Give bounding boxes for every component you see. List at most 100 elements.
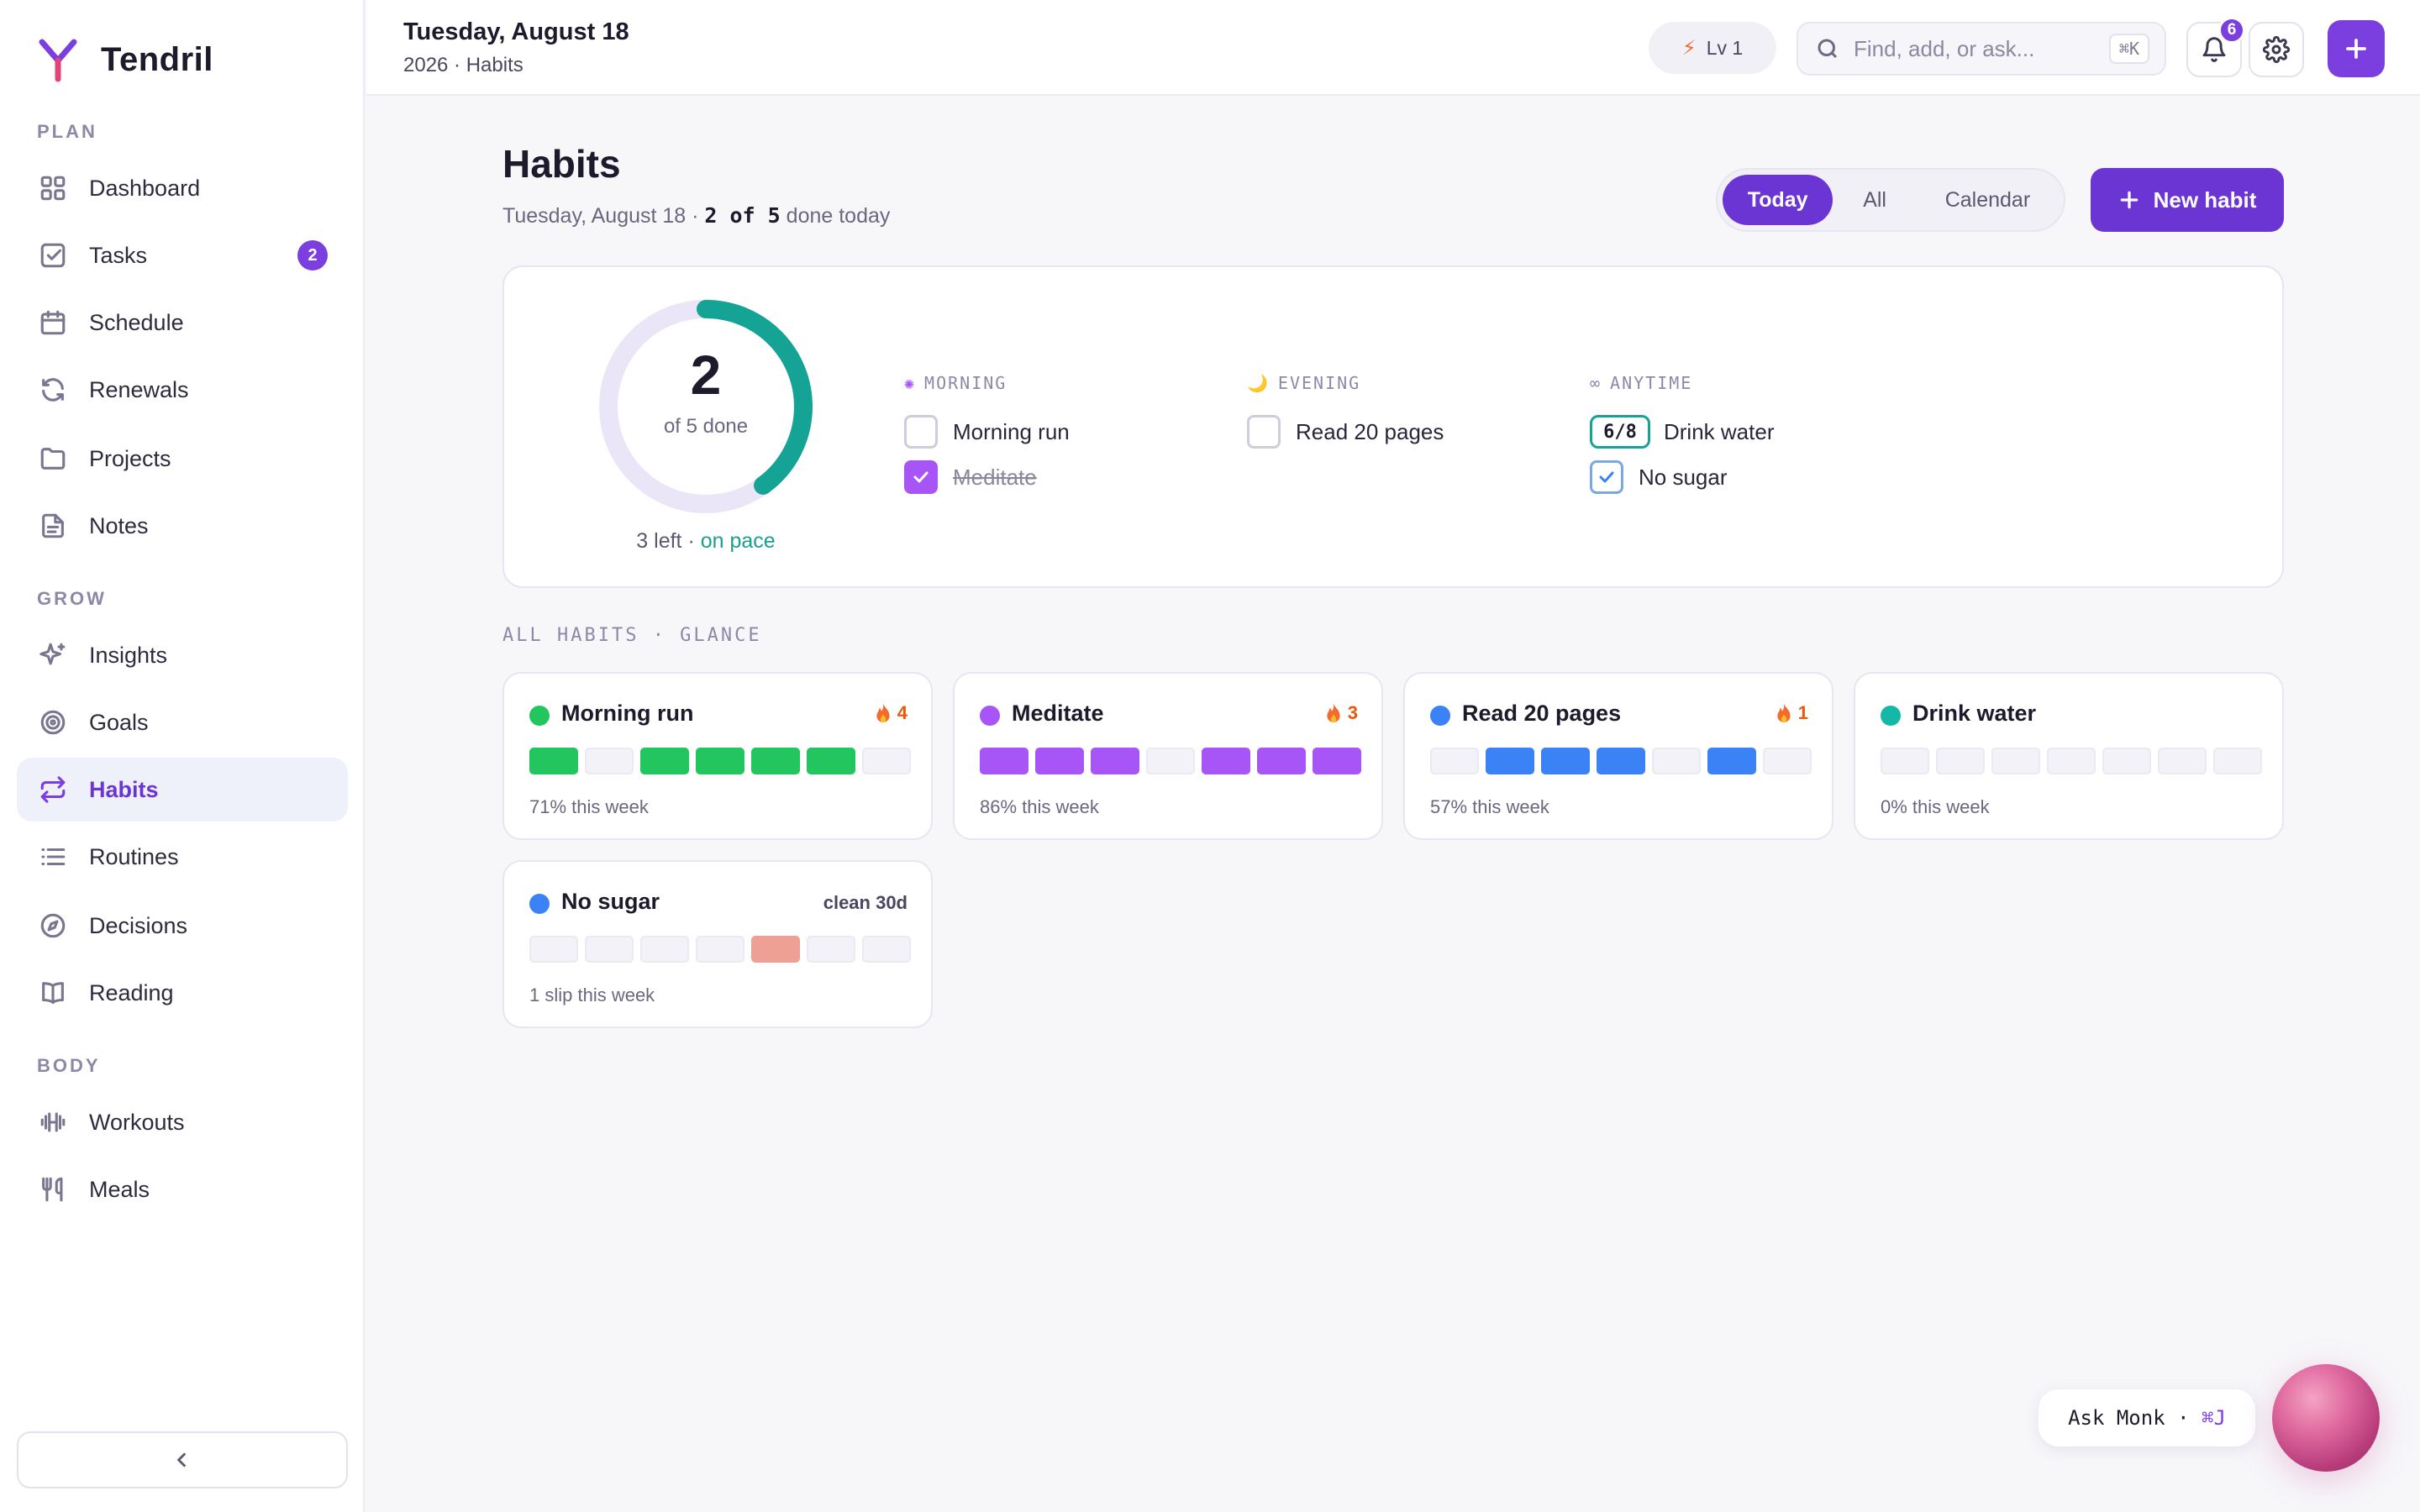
habit-card-morning-run[interactable]: Morning run 4 71% this week <box>502 672 933 840</box>
habit-color-dot <box>529 894 550 914</box>
ask-monk-button[interactable]: Ask Monk · ⌘J <box>2039 1389 2255 1446</box>
flame-icon <box>1327 703 1340 722</box>
quick-add-button[interactable] <box>2328 20 2385 77</box>
habit-name: Morning run <box>953 418 1070 444</box>
group-header: 🌙 EVENING <box>1247 371 1444 395</box>
sidebar-item-insights[interactable]: Insights <box>17 623 348 687</box>
habit-card-title: Read 20 pages <box>1462 701 1622 726</box>
sidebar-item-habits[interactable]: Habits <box>17 758 348 822</box>
sidebar-item-notes[interactable]: Notes <box>17 494 348 558</box>
day-cell <box>862 748 911 774</box>
habit-checkbox[interactable] <box>904 415 938 449</box>
tab-calendar[interactable]: Calendar <box>1944 187 2031 212</box>
day-cell <box>1881 748 1929 774</box>
sidebar-item-label: Projects <box>89 445 171 471</box>
habit-row-morning-run[interactable]: Morning run <box>904 415 1070 449</box>
habit-checkbox[interactable] <box>904 460 938 494</box>
search-input[interactable]: Find, add, or ask... ⌘K <box>1797 22 2166 76</box>
day-cell <box>1597 748 1645 774</box>
new-habit-label: New habit <box>2153 186 2257 213</box>
level-pill[interactable]: ⚡ Lv 1 <box>1649 22 1776 74</box>
group-label: ANYTIME <box>1610 373 1693 393</box>
habit-name: Read 20 pages <box>1296 418 1444 444</box>
sidebar-item-projects[interactable]: Projects <box>17 427 348 491</box>
tendril-logo-icon <box>39 39 77 82</box>
day-cell <box>696 936 744 963</box>
tab-today[interactable]: Today <box>1723 175 1833 225</box>
notifications-button[interactable]: 6 <box>2186 17 2245 77</box>
habit-row-no-sugar[interactable]: No sugar <box>1590 460 1774 494</box>
plus-icon <box>2120 191 2138 209</box>
sidebar-item-tasks[interactable]: Tasks 2 <box>17 223 348 287</box>
habit-card-drink-water[interactable]: Drink water 0% this week <box>1854 672 2284 840</box>
habit-card-footer: 86% this week <box>980 796 1099 817</box>
group-label: EVENING <box>1277 373 1361 393</box>
sidebar-item-renewals[interactable]: Renewals <box>17 358 348 422</box>
sidebar-item-schedule[interactable]: Schedule <box>17 291 348 354</box>
day-cell <box>980 748 1028 774</box>
habit-card-footer: 57% this week <box>1430 796 1549 817</box>
subtitle-suffix: done today <box>780 204 891 228</box>
progress-ring-fill <box>599 300 813 513</box>
sidebar-item-goals[interactable]: Goals <box>17 690 348 754</box>
habit-card-read[interactable]: Read 20 pages 1 57% this week <box>1403 672 1833 840</box>
day-cell <box>640 748 689 774</box>
day-cell <box>2158 748 2207 774</box>
sidebar-item-meals[interactable]: Meals <box>17 1158 348 1221</box>
habit-card-title: Drink water <box>1912 701 2037 726</box>
day-cell <box>807 748 855 774</box>
day-cell <box>1541 748 1590 774</box>
chevron-left-icon <box>176 1452 187 1467</box>
group-morning: ✺ MORNING Morning run Meditate <box>904 371 1070 494</box>
day-cell <box>1035 748 1084 774</box>
view-tabs: Today All Calendar <box>1716 168 2065 232</box>
ask-monk-shortcut: ⌘J <box>2202 1406 2226 1430</box>
day-cell <box>1202 748 1250 774</box>
notifications-badge: 6 <box>2218 17 2245 44</box>
day-cell <box>1313 748 1361 774</box>
habit-name: No sugar <box>1639 464 1728 490</box>
habit-checkbox[interactable] <box>1590 460 1623 494</box>
habit-card-no-sugar[interactable]: No sugar clean 30d 1 slip this week <box>502 860 933 1028</box>
habit-row-meditate[interactable]: Meditate <box>904 460 1070 494</box>
settings-button[interactable] <box>2249 22 2304 77</box>
calendar-icon <box>37 307 69 339</box>
left-count: 3 left · <box>636 529 701 553</box>
group-label: MORNING <box>924 373 1007 393</box>
habit-card-meditate[interactable]: Meditate 3 86% this week <box>953 672 1383 840</box>
plus-icon <box>2346 39 2366 59</box>
day-cell <box>751 748 800 774</box>
habit-row-drink-water[interactable]: 6/8 Drink water <box>1590 415 1774 449</box>
habit-card-title: Morning run <box>561 701 694 726</box>
utensils-icon <box>37 1173 69 1205</box>
sidebar-item-decisions[interactable]: Decisions <box>17 894 348 958</box>
habit-row-read[interactable]: Read 20 pages <box>1247 415 1444 449</box>
flame-icon <box>1777 703 1791 722</box>
sidebar-item-routines[interactable]: Routines <box>17 825 348 889</box>
sidebar-item-workouts[interactable]: Workouts <box>17 1090 348 1154</box>
day-cell <box>1707 748 1756 774</box>
tab-all[interactable]: All <box>1863 187 1886 212</box>
search-placeholder: Find, add, or ask... <box>1854 35 2035 61</box>
habit-checkbox[interactable] <box>1247 415 1281 449</box>
habit-color-dot <box>1881 706 1901 726</box>
subtitle-date: Tuesday, August 18 · <box>502 204 705 228</box>
top-header: Tuesday, August 18 2026 · Habits ⚡ Lv 1 … <box>366 0 2420 96</box>
sidebar-item-label: Notes <box>89 512 149 538</box>
subtitle-count: 2 of 5 <box>704 203 781 228</box>
progress-ring <box>599 300 813 513</box>
header-date: Tuesday, August 18 <box>403 18 629 45</box>
habit-card-footer: 0% this week <box>1881 796 1990 817</box>
brand[interactable]: Tendril <box>37 37 213 82</box>
new-habit-button[interactable]: New habit <box>2091 168 2284 232</box>
sidebar-item-dashboard[interactable]: Dashboard <box>17 156 348 220</box>
section-label-grow: GROW <box>37 588 107 609</box>
sidebar-item-reading[interactable]: Reading <box>17 961 348 1025</box>
assistant-orb-icon[interactable] <box>2272 1364 2380 1472</box>
habit-card-title: No sugar <box>561 889 660 914</box>
sidebar-item-label: Dashboard <box>89 175 201 201</box>
collapse-sidebar-button[interactable] <box>17 1431 348 1488</box>
dumbbell-icon <box>37 1106 69 1138</box>
habit-color-dot <box>980 706 1000 726</box>
water-counter[interactable]: 6/8 <box>1590 415 1650 449</box>
